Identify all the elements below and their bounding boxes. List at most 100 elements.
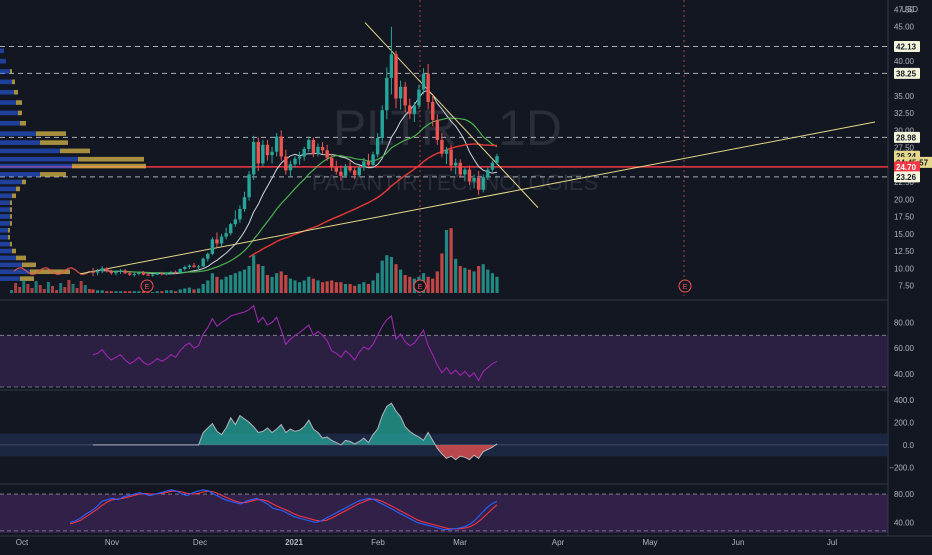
price-label-tag bbox=[894, 67, 920, 79]
candle-body bbox=[417, 89, 421, 106]
volume-bar bbox=[293, 280, 297, 293]
volume-bar bbox=[353, 285, 357, 293]
volume-bar bbox=[297, 282, 302, 293]
earnings-marker[interactable] bbox=[678, 279, 692, 293]
volume-bar bbox=[454, 258, 458, 293]
volume-bar bbox=[481, 264, 485, 293]
candle-body bbox=[150, 274, 155, 276]
candle-body bbox=[293, 158, 297, 165]
candle-body bbox=[196, 266, 201, 268]
volume-profile-bar bbox=[14, 89, 18, 95]
rsi-tick: 80.00 bbox=[894, 318, 915, 327]
candle-body bbox=[118, 270, 123, 272]
volume-bar bbox=[357, 284, 361, 293]
volume-profile-bar bbox=[0, 214, 10, 219]
candle-body bbox=[187, 265, 192, 267]
volume-bar bbox=[348, 284, 352, 293]
candle-body bbox=[229, 224, 233, 234]
volume-bar bbox=[490, 273, 495, 293]
price-label-tag bbox=[894, 161, 920, 173]
volume-profile-bar bbox=[10, 241, 12, 247]
price-tick: 15.00 bbox=[894, 230, 915, 239]
volume-bar bbox=[91, 289, 95, 293]
volume-bar bbox=[238, 271, 242, 293]
candle-body bbox=[137, 272, 141, 274]
volume-profile-bar bbox=[12, 193, 16, 199]
rsi-line bbox=[92, 304, 498, 382]
candle-body bbox=[247, 174, 251, 198]
candle-body bbox=[458, 162, 462, 175]
volume-profile-bar bbox=[10, 214, 12, 219]
volume-bar bbox=[371, 280, 375, 293]
earnings-marker[interactable] bbox=[140, 279, 154, 293]
time-tick: Feb bbox=[371, 538, 385, 547]
stoch-band bbox=[0, 494, 888, 533]
volume-profile-bar bbox=[0, 207, 10, 212]
price-tick: 12.50 bbox=[894, 247, 915, 256]
volume-bar bbox=[376, 273, 380, 293]
volume-profile-bar bbox=[0, 248, 12, 254]
volume-bar bbox=[95, 290, 100, 293]
candle-body bbox=[155, 273, 159, 275]
volume-bar bbox=[83, 285, 87, 293]
volume-bar bbox=[114, 291, 118, 293]
volume-bar bbox=[477, 266, 481, 293]
volume-bar bbox=[196, 288, 201, 293]
candle-body bbox=[192, 265, 196, 267]
volume-bar bbox=[71, 284, 75, 293]
volume-bar bbox=[440, 253, 444, 293]
descending-trendline bbox=[364, 22, 539, 208]
price-tick: 45.00 bbox=[894, 23, 915, 32]
price-label-text: 26.24 bbox=[896, 152, 917, 161]
volume-profile-bar bbox=[0, 193, 12, 199]
volume-bar bbox=[79, 281, 83, 293]
momentum-positive-area bbox=[198, 403, 497, 445]
volume-bar bbox=[431, 278, 435, 293]
candle-body bbox=[463, 169, 467, 175]
volume-bar bbox=[14, 283, 18, 293]
price-label-tag bbox=[894, 131, 920, 143]
volume-bar bbox=[183, 288, 187, 293]
time-tick: Dec bbox=[193, 538, 207, 547]
volume-bar bbox=[362, 282, 366, 293]
volume-bar bbox=[75, 288, 79, 293]
volume-bar bbox=[380, 260, 384, 293]
candle-body bbox=[169, 271, 173, 274]
price-tick: 35.00 bbox=[894, 92, 915, 101]
volume-bar bbox=[426, 276, 430, 293]
volume-profile-bar bbox=[20, 120, 26, 126]
candle-body bbox=[366, 161, 371, 165]
price-label-text: 23.26 bbox=[896, 173, 917, 182]
candle-body bbox=[320, 146, 325, 151]
volume-profile-bar bbox=[0, 221, 10, 226]
volume-bar bbox=[275, 273, 279, 293]
volume-bar bbox=[42, 289, 46, 293]
volume-bar bbox=[486, 269, 490, 293]
volume-bar bbox=[160, 291, 164, 293]
candle-body bbox=[472, 177, 476, 182]
volume-bar bbox=[403, 275, 407, 293]
volume-bar bbox=[261, 266, 265, 293]
volume-profile-bar bbox=[0, 89, 14, 95]
candle-body bbox=[206, 253, 210, 259]
volume-profile-bar bbox=[0, 262, 22, 268]
volume-bar bbox=[284, 275, 288, 293]
candle-body bbox=[389, 54, 394, 78]
volume-bar bbox=[229, 275, 233, 293]
volume-bar bbox=[151, 292, 155, 293]
candle-body bbox=[444, 149, 449, 154]
volume-bar bbox=[398, 269, 403, 293]
candle-body bbox=[164, 273, 169, 275]
watermark-interval: 1D bbox=[498, 100, 562, 156]
earnings-marker[interactable] bbox=[413, 279, 427, 293]
volume-bar bbox=[316, 280, 320, 293]
volume-bar bbox=[10, 290, 13, 293]
candle-body bbox=[274, 136, 279, 152]
volume-bar bbox=[34, 281, 38, 293]
candle-body bbox=[219, 236, 224, 244]
volume-profile-bar bbox=[0, 69, 10, 74]
momentum-negative-area bbox=[93, 444, 497, 460]
volume-bar bbox=[187, 287, 192, 293]
